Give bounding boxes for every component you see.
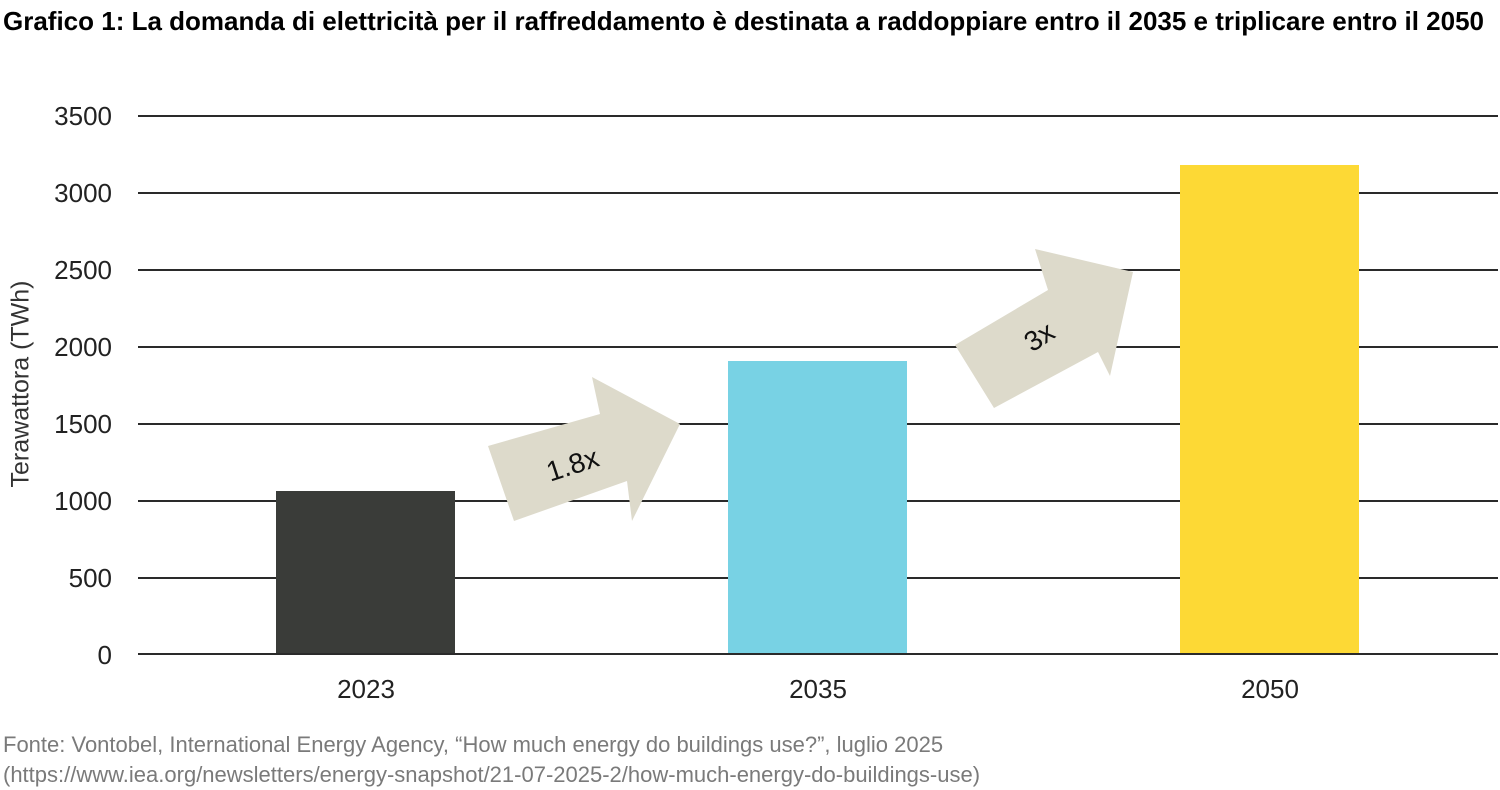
gridline — [138, 269, 1498, 271]
bar-2035 — [728, 361, 907, 654]
y-tick-label: 2000 — [54, 332, 112, 362]
bar-2023 — [276, 491, 455, 654]
y-tick-label: 500 — [68, 563, 112, 593]
x-axis-baseline — [138, 653, 1498, 655]
y-axis-label: Terawattora (TWh) — [6, 280, 35, 488]
gridline — [138, 346, 1498, 348]
x-tick-label: 2050 — [1241, 674, 1299, 704]
bar-2050 — [1180, 165, 1359, 654]
source-note: Fonte: Vontobel, International Energy Ag… — [3, 730, 980, 790]
chart-title: Grafico 1: La domanda di elettricità per… — [3, 6, 1485, 36]
gridline — [138, 115, 1498, 117]
arrow-icon: 1.8x — [488, 377, 680, 521]
x-tick-label: 2023 — [337, 674, 395, 704]
growth-arrow-2: 3x — [953, 248, 1138, 413]
source-line-1: Fonte: Vontobel, International Energy Ag… — [3, 732, 944, 757]
y-tick-label: 1000 — [54, 486, 112, 516]
y-tick-label: 1500 — [54, 409, 112, 439]
arrow-icon: 3x — [955, 249, 1133, 408]
x-tick-label: 2035 — [789, 674, 847, 704]
y-tick-label: 3000 — [54, 178, 112, 208]
gridline — [138, 192, 1498, 194]
y-tick-label: 2500 — [54, 255, 112, 285]
growth-arrow-1: 1.8x — [487, 376, 687, 526]
source-line-2: (https://www.iea.org/newsletters/energy-… — [3, 762, 981, 787]
y-tick-label: 3500 — [54, 101, 112, 131]
y-tick-label: 0 — [97, 640, 112, 670]
